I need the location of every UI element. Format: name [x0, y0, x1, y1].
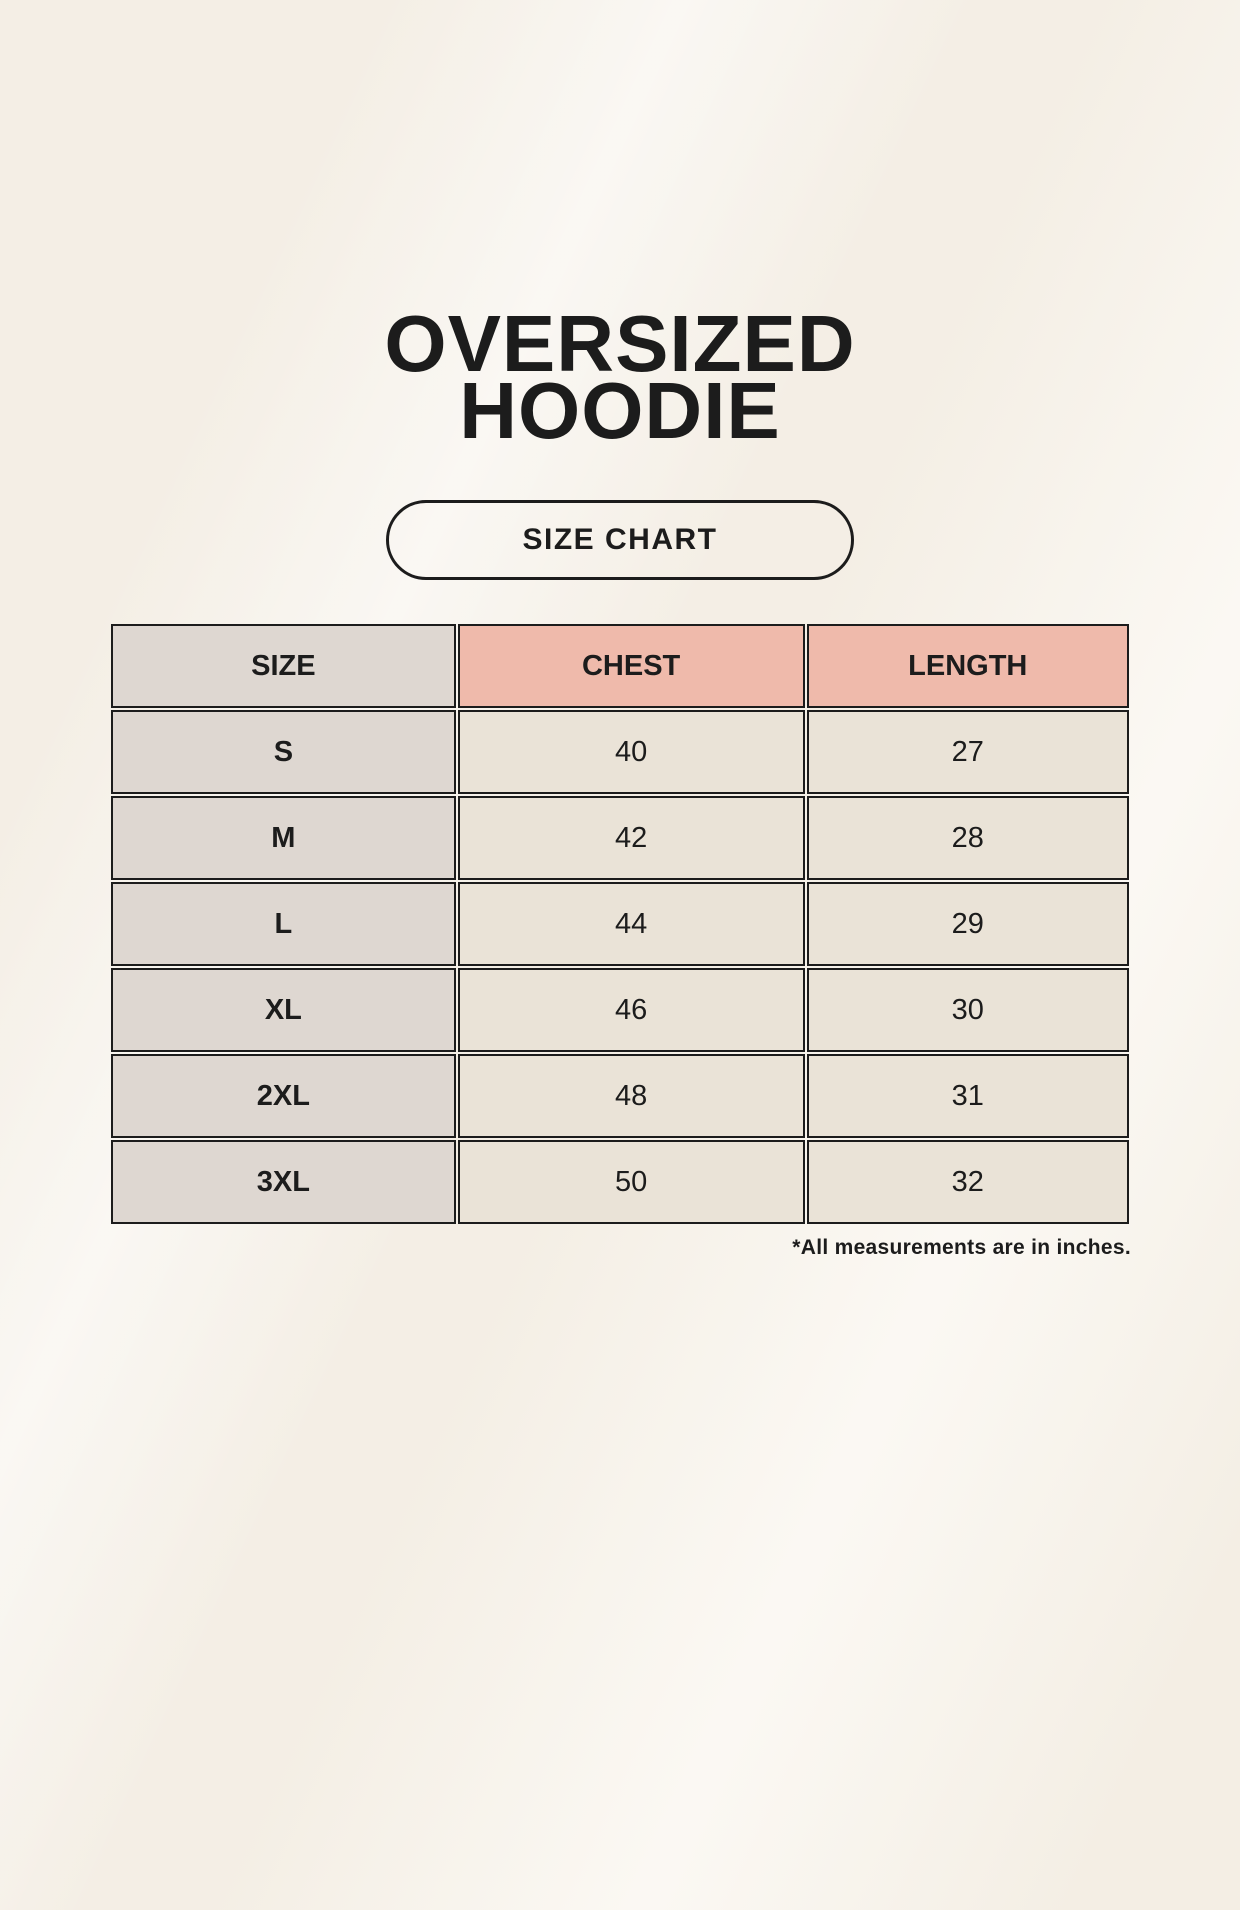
chest-value-cell: 48 — [457, 1054, 805, 1139]
size-chart-page: OVERSIZED HOODIE SIZE CHART SIZE CHEST L… — [0, 299, 1240, 1260]
product-title-line2: HOODIE — [459, 366, 781, 456]
measurement-note: *All measurements are in inches. — [792, 1236, 1131, 1260]
size-table-container: SIZE CHEST LENGTH S 40 27 M 42 28 L 44 2… — [109, 622, 1131, 1226]
length-value-cell: 30 — [806, 968, 1129, 1053]
length-value-cell: 31 — [806, 1054, 1129, 1139]
column-header-size: SIZE — [111, 624, 456, 709]
size-cell: M — [111, 796, 456, 881]
chest-value-cell: 42 — [457, 796, 805, 881]
column-header-chest: CHEST — [457, 624, 805, 709]
size-table-body: S 40 27 M 42 28 L 44 29 XL 46 30 2XL 48 … — [111, 710, 1129, 1225]
size-cell: L — [111, 882, 456, 967]
chest-value-cell: 40 — [457, 710, 805, 795]
table-row: M 42 28 — [111, 796, 1129, 881]
table-row: 3XL 50 32 — [111, 1140, 1129, 1225]
product-title-line1: OVERSIZED — [384, 299, 856, 388]
table-row: 2XL 48 31 — [111, 1054, 1129, 1139]
table-header-row: SIZE CHEST LENGTH — [111, 624, 1129, 709]
length-value-cell: 29 — [806, 882, 1129, 967]
product-title: OVERSIZED HOODIE — [0, 299, 1240, 456]
size-cell: S — [111, 710, 456, 795]
size-chart-button[interactable]: SIZE CHART — [386, 500, 854, 581]
length-value-cell: 32 — [806, 1140, 1129, 1225]
chest-value-cell: 44 — [457, 882, 805, 967]
size-cell: XL — [111, 968, 456, 1053]
chest-value-cell: 46 — [457, 968, 805, 1053]
column-header-length: LENGTH — [806, 624, 1129, 709]
table-row: S 40 27 — [111, 710, 1129, 795]
size-table: SIZE CHEST LENGTH S 40 27 M 42 28 L 44 2… — [109, 622, 1131, 1226]
table-row: L 44 29 — [111, 882, 1129, 967]
length-value-cell: 27 — [806, 710, 1129, 795]
table-row: XL 46 30 — [111, 968, 1129, 1053]
size-cell: 2XL — [111, 1054, 456, 1139]
length-value-cell: 28 — [806, 796, 1129, 881]
size-cell: 3XL — [111, 1140, 456, 1225]
size-chart-button-label: SIZE CHART — [522, 523, 718, 557]
chest-value-cell: 50 — [457, 1140, 805, 1225]
